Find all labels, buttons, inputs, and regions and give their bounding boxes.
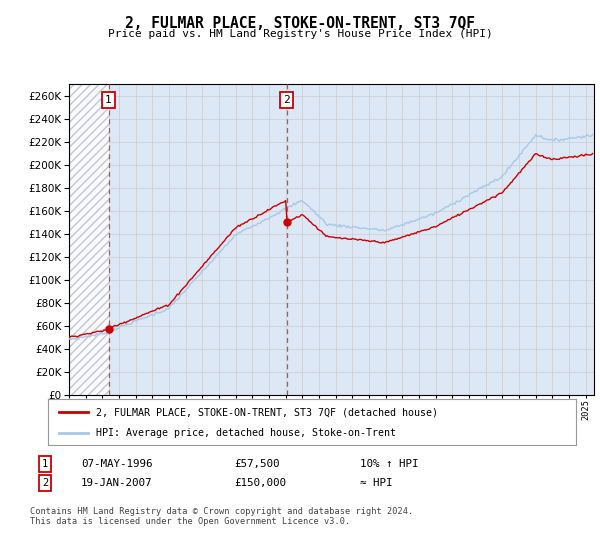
Text: HPI: Average price, detached house, Stoke-on-Trent: HPI: Average price, detached house, Stok… xyxy=(95,428,395,438)
Text: 2: 2 xyxy=(42,478,48,488)
Text: 1: 1 xyxy=(42,459,48,469)
Text: £150,000: £150,000 xyxy=(234,478,286,488)
Text: 19-JAN-2007: 19-JAN-2007 xyxy=(81,478,152,488)
Text: 2: 2 xyxy=(283,95,290,105)
Text: 07-MAY-1996: 07-MAY-1996 xyxy=(81,459,152,469)
Text: Contains HM Land Registry data © Crown copyright and database right 2024.
This d: Contains HM Land Registry data © Crown c… xyxy=(30,507,413,526)
Text: 10% ↑ HPI: 10% ↑ HPI xyxy=(360,459,419,469)
Text: £57,500: £57,500 xyxy=(234,459,280,469)
Text: 2, FULMAR PLACE, STOKE-ON-TRENT, ST3 7QF: 2, FULMAR PLACE, STOKE-ON-TRENT, ST3 7QF xyxy=(125,16,475,31)
Text: 1: 1 xyxy=(105,95,112,105)
Text: ≈ HPI: ≈ HPI xyxy=(360,478,392,488)
Text: Price paid vs. HM Land Registry's House Price Index (HPI): Price paid vs. HM Land Registry's House … xyxy=(107,29,493,39)
Text: 2, FULMAR PLACE, STOKE-ON-TRENT, ST3 7QF (detached house): 2, FULMAR PLACE, STOKE-ON-TRENT, ST3 7QF… xyxy=(95,407,437,417)
